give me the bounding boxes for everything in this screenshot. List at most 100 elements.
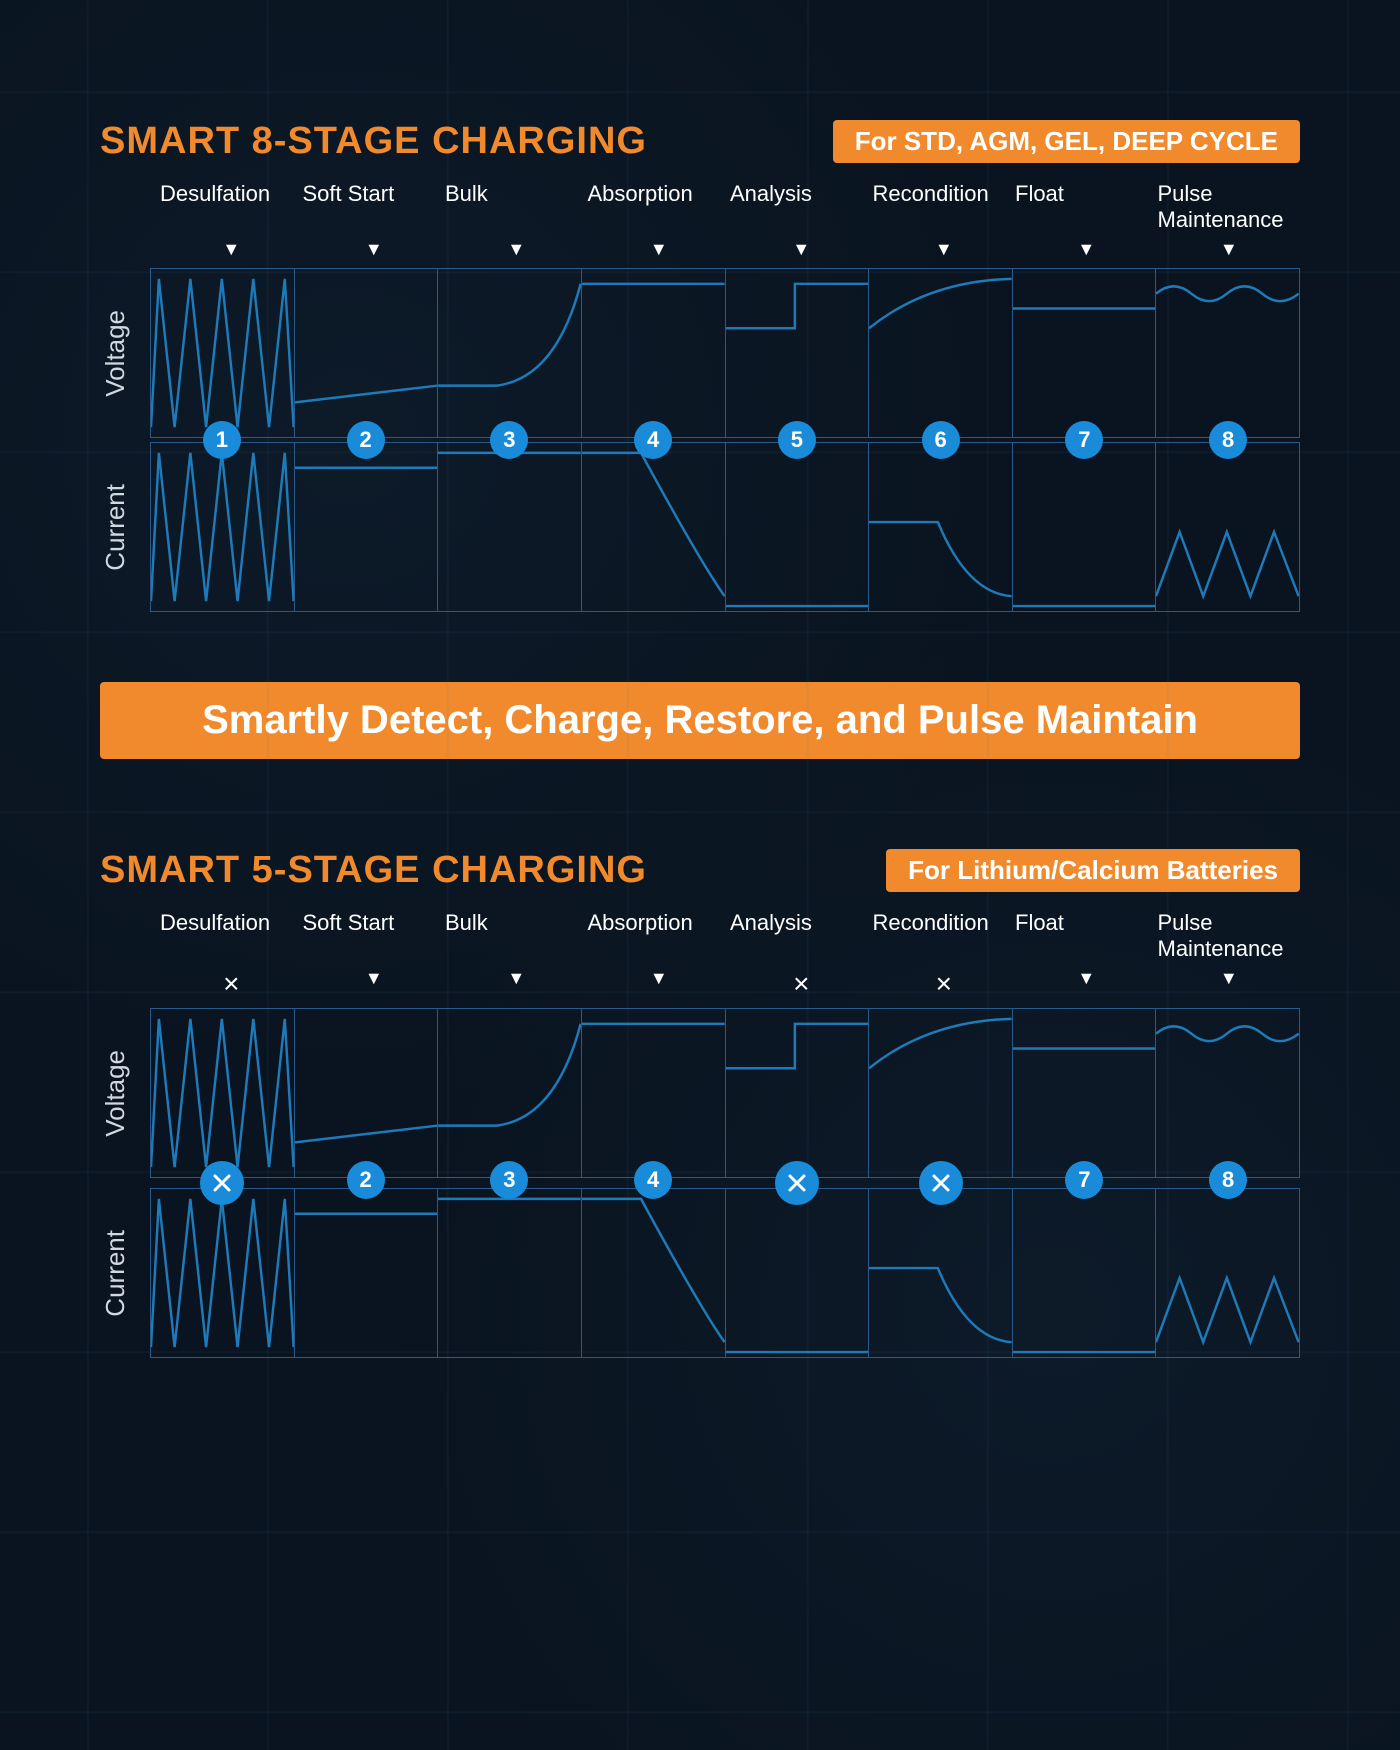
- stage-circle-slot: [725, 1161, 869, 1205]
- waveform-icon: [438, 1009, 581, 1177]
- waveform-icon: [869, 1009, 1012, 1177]
- section-5-stage: SMART 5-STAGE CHARGING For Lithium/Calci…: [100, 849, 1300, 1358]
- circle-row-5: 23478: [100, 1161, 1300, 1205]
- chart-cell: [295, 443, 439, 611]
- stage-circle-slot: 8: [1156, 421, 1300, 459]
- stage-circle-slot: [869, 1161, 1013, 1205]
- chart-cell: [1013, 443, 1157, 611]
- stage-marker: ▼: [160, 239, 303, 260]
- chart-cell: [438, 443, 582, 611]
- voltage-row-5: Voltage: [100, 1008, 1300, 1178]
- stage-circle-slot: 3: [438, 421, 582, 459]
- stage-marker: ×: [873, 968, 1016, 1000]
- header-row-5: SMART 5-STAGE CHARGING For Lithium/Calci…: [100, 849, 1300, 892]
- stage-circle-disabled: [919, 1161, 963, 1205]
- chart-cell: [726, 1009, 870, 1177]
- stage-circle-slot: 2: [294, 1161, 438, 1205]
- stage-label: Desulfation: [160, 910, 303, 962]
- stage-circle: 7: [1065, 421, 1103, 459]
- stage-label: Bulk: [445, 181, 588, 233]
- stage-circle: 5: [778, 421, 816, 459]
- stage-circle: 6: [922, 421, 960, 459]
- stage-marker: ▼: [1158, 239, 1301, 260]
- waveform-icon: [726, 443, 869, 611]
- stage-marker: ▼: [445, 968, 588, 1000]
- header-row-8: SMART 8-STAGE CHARGING For STD, AGM, GEL…: [100, 120, 1300, 163]
- axis-current-5: Current: [100, 1230, 150, 1317]
- waveform-icon: [1156, 1189, 1299, 1357]
- waveform-icon: [1013, 443, 1156, 611]
- chart-cell: [869, 269, 1013, 437]
- waveform-icon: [151, 1189, 294, 1357]
- stage-label: Pulse Maintenance: [1158, 910, 1301, 962]
- waveform-icon: [726, 269, 869, 437]
- axis-voltage-5: Voltage: [100, 1050, 150, 1137]
- stage-circle: 4: [634, 1161, 672, 1199]
- chart-cell: [726, 269, 870, 437]
- chart-cell: [1156, 1009, 1299, 1177]
- stage-circle: 4: [634, 421, 672, 459]
- waveform-icon: [1013, 1009, 1156, 1177]
- stage-circle: 1: [203, 421, 241, 459]
- chart-cell: [151, 1009, 295, 1177]
- stage-marker: ▼: [873, 239, 1016, 260]
- waveform-icon: [582, 1009, 725, 1177]
- waveform-icon: [869, 1189, 1012, 1357]
- stage-marker: ▼: [1015, 239, 1158, 260]
- stage-label: Pulse Maintenance: [1158, 181, 1301, 233]
- stage-label: Absorption: [588, 910, 731, 962]
- stage-circle-slot: 4: [581, 421, 725, 459]
- stage-marker: ▼: [588, 968, 731, 1000]
- chart-cell: [438, 269, 582, 437]
- waveform-icon: [582, 269, 725, 437]
- stage-label: Float: [1015, 910, 1158, 962]
- chart-cell: [1156, 269, 1299, 437]
- waveform-icon: [726, 1189, 869, 1357]
- chart-cell: [295, 1009, 439, 1177]
- stage-label: Recondition: [873, 910, 1016, 962]
- chart-cell: [1013, 269, 1157, 437]
- stage-label: Desulfation: [160, 181, 303, 233]
- chart-cell: [869, 1189, 1013, 1357]
- waveform-icon: [151, 269, 294, 437]
- stage-circle-slot: 2: [294, 421, 438, 459]
- stage-circle: 2: [347, 421, 385, 459]
- stage-marker: ▼: [588, 239, 731, 260]
- stage-label: Absorption: [588, 181, 731, 233]
- stage-circle-slot: [150, 1161, 294, 1205]
- waveform-icon: [869, 443, 1012, 611]
- stage-label: Soft Start: [303, 910, 446, 962]
- middle-banner: Smartly Detect, Charge, Restore, and Pul…: [100, 682, 1300, 759]
- current-row-5: Current: [100, 1188, 1300, 1358]
- stage-marker: ▼: [730, 239, 873, 260]
- chart-cell: [151, 269, 295, 437]
- chart-cell: [151, 443, 295, 611]
- stage-marker: ▼: [1158, 968, 1301, 1000]
- stage-circle: 2: [347, 1161, 385, 1199]
- stage-circle-slot: 8: [1156, 1161, 1300, 1205]
- chart-cell: [582, 269, 726, 437]
- chart-cell: [726, 1189, 870, 1357]
- stage-circle-slot: 6: [869, 421, 1013, 459]
- stage-circle: 7: [1065, 1161, 1103, 1199]
- waveform-icon: [1156, 269, 1299, 437]
- stage-circle-slot: 1: [150, 421, 294, 459]
- current-chart-8: [150, 442, 1300, 612]
- chart-cell: [582, 443, 726, 611]
- stage-circle-slot: 4: [581, 1161, 725, 1205]
- waveform-icon: [295, 443, 438, 611]
- waveform-icon: [438, 269, 581, 437]
- chart-cell: [438, 1189, 582, 1357]
- current-chart-5: [150, 1188, 1300, 1358]
- chart-cell: [1156, 1189, 1299, 1357]
- title-5-stage: SMART 5-STAGE CHARGING: [100, 849, 647, 892]
- current-row-8: Current: [100, 442, 1300, 612]
- chart-cell: [869, 443, 1013, 611]
- chart-cell: [869, 1009, 1013, 1177]
- voltage-chart-5: [150, 1008, 1300, 1178]
- stage-marker: ×: [730, 968, 873, 1000]
- chart-cell: [295, 1189, 439, 1357]
- axis-voltage-8: Voltage: [100, 310, 150, 397]
- circle-row-8: 1 2 3 4 5 6 7 8: [100, 421, 1300, 459]
- stage-label: Soft Start: [303, 181, 446, 233]
